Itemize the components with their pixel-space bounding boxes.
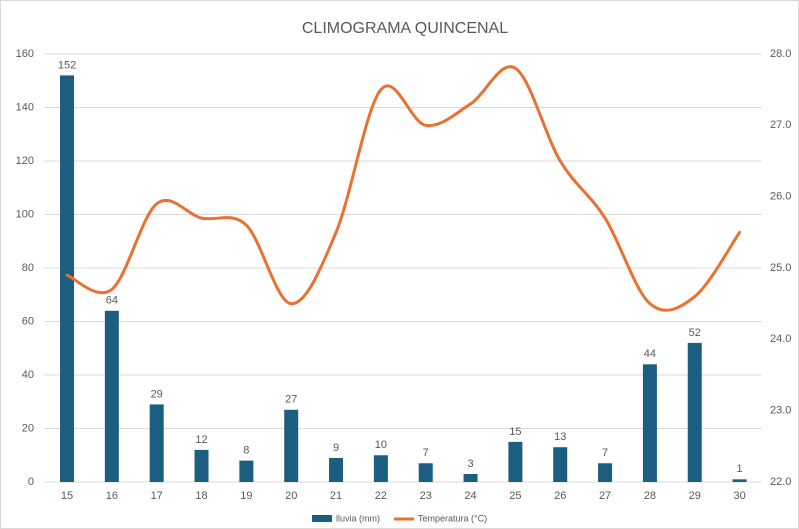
x-tick-label: 21 — [330, 490, 342, 502]
bar — [642, 364, 657, 482]
bar — [104, 310, 119, 482]
y2-tick-label: 26.0 — [770, 191, 791, 203]
x-tick-label: 17 — [151, 490, 163, 502]
y2-tick-label: 28.0 — [770, 48, 791, 60]
bar — [239, 460, 254, 482]
y-tick-label: 60 — [22, 315, 34, 327]
bar — [60, 75, 75, 483]
y2-tick-label: 24.0 — [770, 333, 791, 345]
data-label: 3 — [467, 458, 473, 470]
x-tick-label: 22 — [375, 490, 387, 502]
line — [65, 65, 742, 312]
y2-tick-label: 27.0 — [770, 119, 791, 131]
y-tick-label: 0 — [28, 476, 34, 488]
y2-tick-label: 25.0 — [770, 262, 791, 274]
y2-tick-label: 22.0 — [770, 476, 791, 488]
data-label: 27 — [285, 394, 297, 406]
x-tick-label: 18 — [195, 490, 207, 502]
x-tick-label: 28 — [644, 490, 656, 502]
data-label: 29 — [151, 388, 163, 400]
legend-label: Temperatura (°C) — [418, 513, 487, 523]
x-tick-label: 19 — [240, 490, 252, 502]
data-label: 64 — [106, 295, 118, 307]
y-tick-label: 40 — [22, 369, 34, 381]
y-tick-label: 100 — [16, 208, 34, 220]
data-label: 10 — [375, 439, 387, 451]
x-tick-label: 20 — [285, 490, 297, 502]
data-label: 8 — [243, 445, 249, 457]
data-label: 1 — [737, 463, 743, 475]
x-tick-label: 15 — [61, 490, 73, 502]
bar — [194, 449, 209, 482]
data-label: 52 — [689, 327, 701, 339]
bar — [463, 473, 478, 482]
data-label: 13 — [554, 431, 566, 443]
data-label: 12 — [195, 434, 207, 446]
bar — [732, 479, 747, 482]
data-label: 7 — [602, 447, 608, 459]
bar — [149, 404, 164, 482]
data-label: 15 — [509, 426, 521, 438]
legend-label: lluvia (mm) — [336, 513, 380, 523]
y-tick-label: 160 — [16, 48, 34, 60]
y2-tick-label: 23.0 — [770, 405, 791, 417]
x-tick-label: 26 — [554, 490, 566, 502]
x-tick-label: 30 — [733, 490, 745, 502]
x-tick-label: 29 — [689, 490, 701, 502]
y-tick-label: 80 — [22, 262, 34, 274]
bar — [508, 441, 523, 482]
bar — [329, 457, 344, 482]
legend-swatch — [312, 515, 332, 522]
data-label: 152 — [58, 59, 76, 71]
x-tick-label: 25 — [509, 490, 521, 502]
data-label: 9 — [333, 442, 339, 454]
x-tick-label: 16 — [106, 490, 118, 502]
x-tick-label: 23 — [420, 490, 432, 502]
bar — [373, 455, 388, 482]
data-label: 7 — [423, 447, 429, 459]
bar — [418, 463, 433, 482]
bar — [598, 463, 613, 482]
data-label: 44 — [644, 348, 656, 360]
bar — [284, 409, 299, 482]
y-tick-label: 20 — [22, 422, 34, 434]
bar — [553, 447, 568, 482]
chart-title: CLIMOGRAMA QUINCENAL — [302, 20, 508, 37]
x-tick-label: 27 — [599, 490, 611, 502]
y-tick-label: 140 — [16, 101, 34, 113]
x-tick-label: 24 — [464, 490, 476, 502]
bar — [687, 342, 702, 482]
y-tick-label: 120 — [16, 155, 34, 167]
